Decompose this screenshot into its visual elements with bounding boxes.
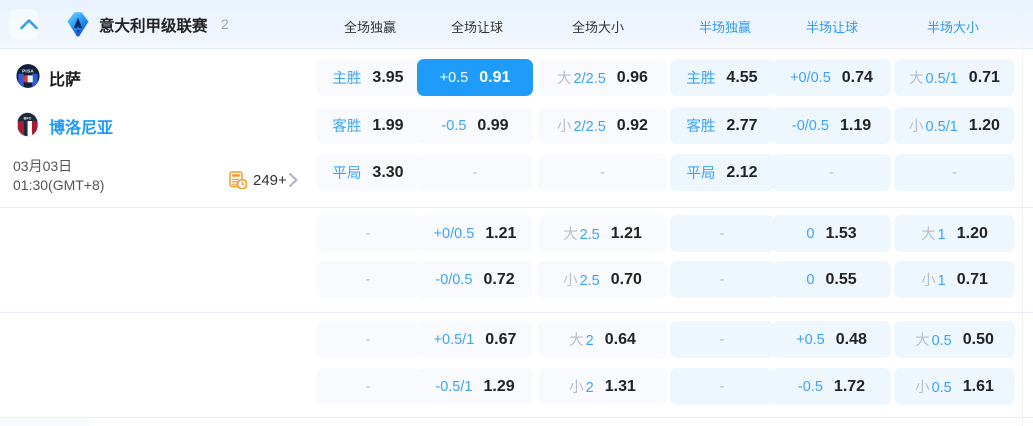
svg-text:PISA: PISA <box>22 69 34 74</box>
svg-text:BFC: BFC <box>24 117 32 121</box>
